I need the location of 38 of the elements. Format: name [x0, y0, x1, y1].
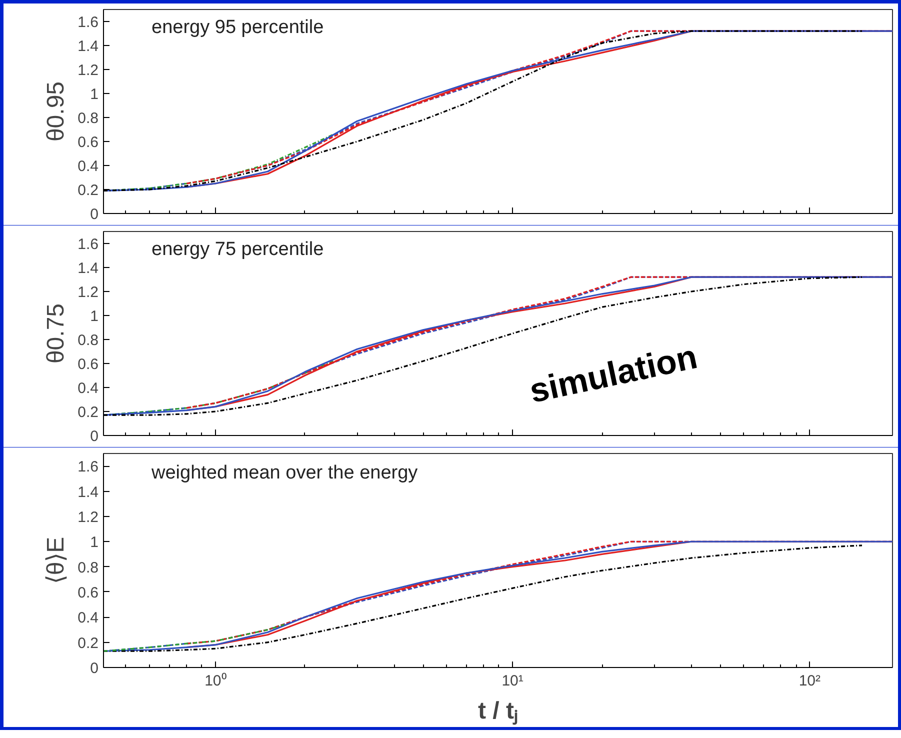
y-tick-label: 0	[90, 660, 98, 677]
y-tick-label: 0.2	[78, 634, 99, 652]
y-tick-label: 1.4	[78, 38, 99, 55]
y-tick-label: 1	[90, 86, 98, 103]
annotation: simulation	[526, 338, 701, 411]
y-tick-label: 0.2	[78, 182, 99, 199]
y-tick-label: 1.6	[78, 458, 99, 476]
y-tick-label: 0.8	[78, 110, 99, 127]
y-tick-label: 0.4	[78, 610, 99, 627]
y-axis-title: ⟨θ⟩E	[42, 536, 70, 584]
y-tick-label: 0	[90, 428, 98, 445]
y-tick-label: 0.2	[78, 404, 99, 421]
y-tick-label: 1.6	[78, 236, 99, 253]
chart-title: energy 95 percentile	[152, 17, 324, 38]
y-tick-label: 0.8	[78, 559, 99, 576]
chart-title: energy 75 percentile	[152, 239, 324, 260]
y-axis-title: θ0.75	[42, 303, 70, 364]
x-tick-label: 10²	[798, 672, 821, 690]
y-tick-label: 0.6	[78, 584, 99, 602]
y-tick-label: 1.6	[78, 14, 99, 31]
y-tick-label: 1	[90, 534, 98, 552]
y-tick-label: 1.4	[78, 260, 99, 277]
y-tick-label: 1.2	[78, 62, 99, 79]
x-tick-label: 10¹	[502, 672, 524, 690]
text: weighted mean over the energy	[150, 462, 418, 484]
y-tick-label: 0	[90, 206, 98, 223]
y-tick-label: 1.2	[78, 508, 99, 526]
y-tick-label: 0.6	[78, 134, 99, 151]
y-tick-label: 1.4	[78, 484, 99, 501]
x-axis-title: t / tⱼ	[478, 698, 518, 726]
y-tick-label: 1.2	[78, 284, 99, 301]
y-tick-label: 0.4	[78, 380, 99, 397]
y-tick-label: 0.8	[78, 332, 99, 349]
x-tick-label: 10⁰	[204, 672, 226, 690]
y-tick-label: 0.4	[78, 158, 99, 175]
y-tick-label: 1	[90, 308, 98, 325]
y-tick-label: 0.6	[78, 356, 99, 373]
y-axis-title: θ0.95	[42, 81, 70, 142]
